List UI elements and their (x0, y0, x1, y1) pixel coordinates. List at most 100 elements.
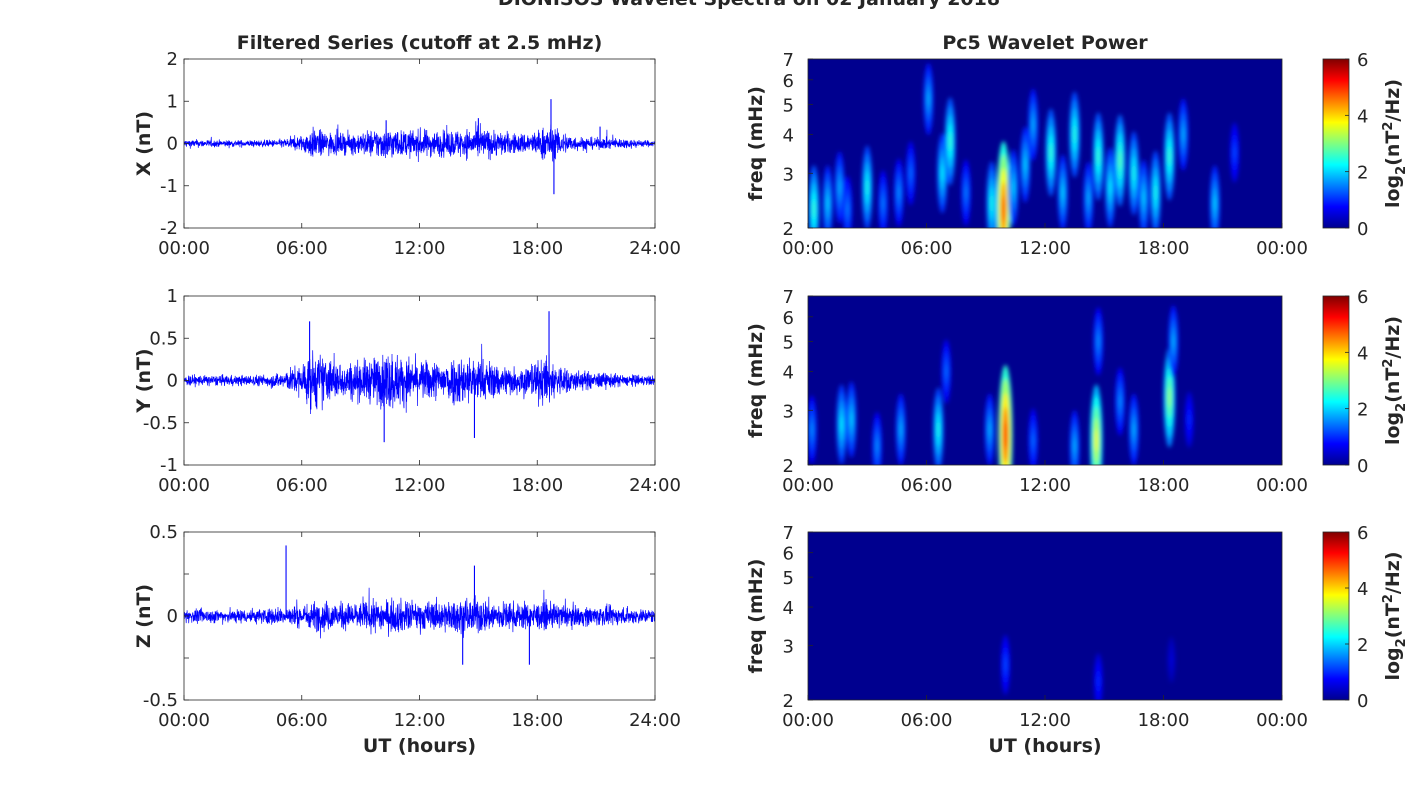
power-blob-25 (1142, 190, 1145, 206)
power-blob-28 (1182, 127, 1185, 142)
power-blob-2 (1170, 655, 1173, 665)
power-blob-2 (838, 180, 841, 195)
power-blob-6 (897, 185, 900, 200)
power-blob-15 (1168, 387, 1171, 408)
y-axis-label: Y (nT) (133, 348, 155, 413)
colorbar-tick-label: 2 (1357, 400, 1368, 421)
y-tick-label: 7 (783, 523, 794, 544)
x-tick-label: 00:00 (782, 238, 834, 259)
power-blob-7 (988, 422, 991, 437)
power-blob-13 (1002, 195, 1005, 223)
x-tick-label: 06:00 (276, 475, 328, 496)
y-tick-label: 0 (167, 606, 178, 627)
heatmap-blobs (1000, 634, 1176, 700)
y-tick-label: 1 (167, 286, 178, 307)
y-tick-label: 6 (783, 71, 794, 92)
y-axis-label: freq (mHz) (745, 86, 767, 201)
x-tick-label: 00:00 (1256, 238, 1308, 259)
x-tick-label: 18:00 (1138, 238, 1190, 259)
y-tick-label: 6 (783, 544, 794, 565)
x-tick-label: 24:00 (629, 475, 681, 496)
colorbar-tick-label: 6 (1357, 50, 1368, 71)
x-tick-label: 06:00 (901, 475, 953, 496)
x-axis-label: UT (hours) (988, 735, 1101, 757)
x-tick-label: 12:00 (394, 475, 446, 496)
power-blob-1 (1097, 675, 1100, 687)
power-blob-16 (1032, 117, 1035, 132)
y-tick-label: 5 (783, 568, 794, 589)
power-blob-3 (876, 439, 879, 453)
power-blob-22 (1109, 179, 1112, 196)
power-blob-30 (1233, 146, 1236, 159)
colorbar-tick-label: 4 (1357, 579, 1368, 600)
y-tick-label: 2 (783, 691, 794, 712)
colorbar-label: log2(nT2/Hz) (1381, 551, 1409, 680)
x-tick-label: 00:00 (158, 238, 210, 259)
colorbar-label: log2(nT2/Hz) (1381, 316, 1409, 445)
x-tick-label: 00:00 (158, 475, 210, 496)
colorbar-tick-label: 2 (1357, 635, 1368, 656)
power-blob-14 (1132, 422, 1135, 437)
power-blob-7 (909, 166, 912, 180)
y-tick-label: 3 (783, 164, 794, 185)
colorbar-tick-label: 6 (1357, 287, 1368, 308)
power-blob-2 (850, 412, 853, 428)
power-blob-26 (1154, 184, 1157, 202)
y-tick-label: 1 (167, 91, 178, 112)
power-blob-3 (846, 202, 849, 216)
power-blob-10 (949, 132, 952, 151)
power-blob-24 (1132, 164, 1135, 182)
colorbar-label-part: 2 (1394, 403, 1409, 412)
y-tick-label: -0.5 (143, 413, 178, 434)
colorbar-label-part: 2 (1394, 166, 1409, 175)
colorbar-label-part: /Hz) (1382, 79, 1404, 122)
x-tick-label: 18:00 (511, 475, 563, 496)
x-tick-label: 12:00 (394, 238, 446, 259)
y-axis-label: freq (mHz) (745, 323, 767, 438)
y-tick-label: 2 (783, 219, 794, 240)
figure-title: DIONISOS Wavelet Spectra on 02 January 2… (498, 0, 1000, 10)
x-tick-label: 06:00 (901, 238, 953, 259)
power-blob-12 (990, 195, 993, 212)
x-tick-label: 18:00 (1138, 710, 1190, 731)
y-tick-label: 4 (783, 125, 794, 146)
x-tick-label: 00:00 (1256, 475, 1308, 496)
x-tick-label: 18:00 (511, 238, 563, 259)
x-tick-label: 00:00 (782, 475, 834, 496)
power-blob-11 (1095, 429, 1098, 452)
colorbar-label-part: (nT (1382, 368, 1404, 403)
power-blob-16 (1172, 334, 1175, 349)
power-blob-6 (945, 365, 948, 378)
colorbar-label-part: (nT (1382, 603, 1404, 638)
power-blob-4 (866, 179, 869, 196)
heatmap-background (808, 532, 1282, 700)
y-axis-label: Z (nT) (133, 584, 155, 648)
power-blob-13 (1119, 394, 1122, 409)
colorbar-tick-label: 4 (1357, 106, 1368, 127)
y-tick-label: 3 (783, 401, 794, 422)
power-blob-29 (1213, 195, 1216, 212)
y-tick-label: 7 (783, 287, 794, 308)
colorbar-label-part: 2 (1381, 359, 1396, 368)
power-blob-5 (882, 196, 885, 211)
x-tick-label: 00:00 (1256, 710, 1308, 731)
power-blob-18 (1061, 185, 1064, 201)
power-blob-9 (941, 165, 944, 182)
power-blob-15 (1024, 156, 1027, 173)
colorbar (1322, 295, 1350, 466)
power-blob-4 (899, 422, 902, 437)
power-blob-11 (965, 186, 967, 200)
x-tick-label: 24:00 (629, 238, 681, 259)
series-line (184, 121, 655, 163)
colorbar-label-part: log (1382, 412, 1404, 445)
y-tick-label: 4 (783, 362, 794, 383)
series-line (184, 343, 655, 415)
power-blob-9 (1032, 434, 1035, 447)
power-blob-1 (826, 195, 829, 212)
power-blob-0 (812, 200, 816, 218)
y-tick-label: 7 (783, 50, 794, 71)
colorbar (1322, 531, 1350, 701)
